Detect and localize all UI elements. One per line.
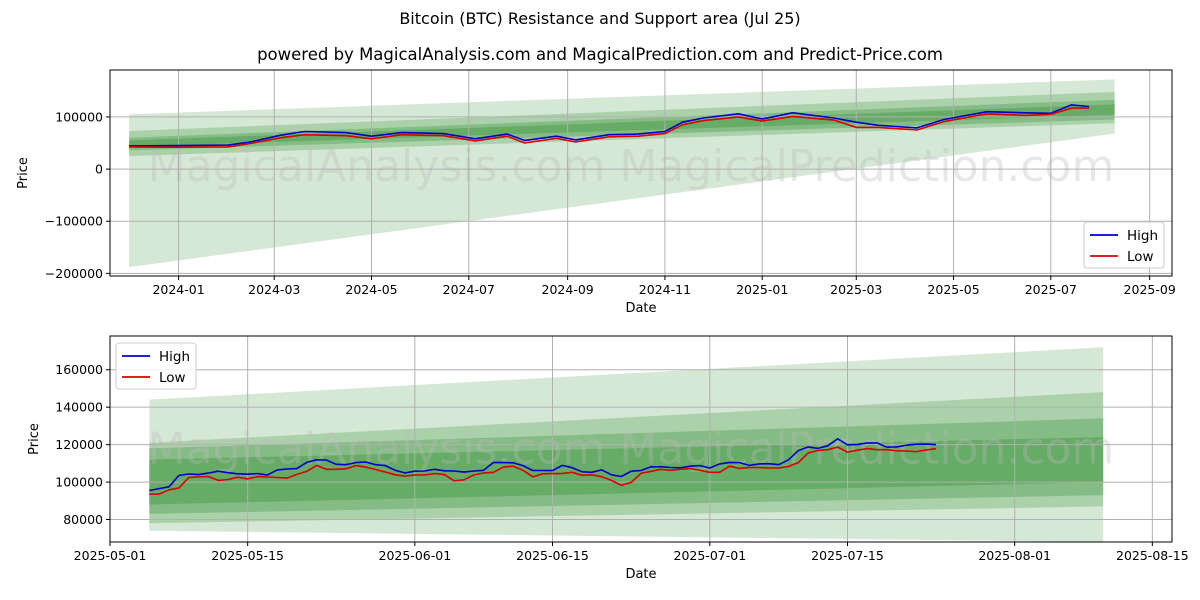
watermark: MagicalAnalysis.com MagicalPrediction.co… [148, 424, 1115, 475]
x-tick-label: 2025-05-01 [74, 548, 147, 563]
y-tick-label: −200000 [45, 266, 103, 281]
y-tick-label: 80000 [63, 512, 103, 527]
legend: High Low [115, 342, 197, 390]
support-resistance-band-1 [149, 392, 1104, 524]
x-tick-label: 2025-07 [1025, 282, 1077, 297]
y-tick-label: 140000 [55, 400, 103, 415]
y-tick-label: 120000 [55, 437, 103, 452]
x-axis-label: Date [625, 567, 656, 582]
x-tick-label: 2024-03 [248, 282, 300, 297]
series-line-low [149, 446, 937, 495]
axes-frame [109, 69, 1173, 277]
x-tick-label: 2025-01 [736, 282, 788, 297]
x-tick-label: 2025-09 [1124, 282, 1176, 297]
x-tick-label: 2024-05 [345, 282, 397, 297]
axes-frame [109, 335, 1173, 543]
y-tick-label: 100000 [55, 475, 103, 490]
legend-label-high: High [1127, 228, 1158, 244]
x-tick-label: 2025-03 [830, 282, 882, 297]
x-tick-label: 2025-06-15 [516, 548, 589, 563]
plot-area: MagicalAnalysis.com MagicalPrediction.co… [110, 336, 1172, 542]
x-tick-label: 2025-08-01 [978, 548, 1051, 563]
x-tick-label: 2025-08-15 [1116, 548, 1189, 563]
legend-label-low: Low [159, 370, 186, 386]
y-tick-label: 0 [95, 162, 103, 177]
y-axis-label: Price [16, 157, 31, 189]
x-axis-label: Date [625, 301, 656, 316]
y-tick-label: 160000 [55, 362, 103, 377]
chart-subtitle: powered by MagicalAnalysis.com and Magic… [257, 45, 943, 64]
support-resistance-band-2 [149, 418, 1104, 514]
x-tick-label: 2024-11 [639, 282, 691, 297]
watermark: MagicalAnalysis.com MagicalPrediction.co… [148, 141, 1115, 192]
x-tick-label: 2025-07-15 [811, 548, 884, 563]
x-tick-label: 2024-01 [152, 282, 204, 297]
support-resistance-band-3 [149, 437, 1104, 505]
plot-area: MagicalAnalysis.com MagicalPrediction.co… [110, 70, 1172, 276]
x-tick-label: 2025-06-01 [379, 548, 452, 563]
y-tick-label: −100000 [45, 214, 103, 229]
series-line-high [149, 438, 937, 492]
x-tick-label: 2024-09 [542, 282, 594, 297]
series-line-high [129, 104, 1090, 147]
x-tick-label: 2024-07 [443, 282, 495, 297]
legend-label-high: High [159, 349, 190, 365]
series-line-low [129, 107, 1090, 148]
y-axis-label: Price [27, 423, 42, 455]
support-resistance-band-0 [129, 79, 1115, 268]
panel-bottom: MagicalAnalysis.com MagicalPrediction.co… [27, 335, 1189, 582]
panel-top: MagicalAnalysis.com MagicalPrediction.co… [16, 69, 1176, 316]
x-tick-label: 2025-07-01 [674, 548, 747, 563]
x-tick-label: 2025-05 [927, 282, 979, 297]
y-tick-label: 100000 [55, 109, 103, 124]
support-resistance-band-1 [129, 91, 1115, 157]
x-tick-label: 2025-05-15 [211, 548, 284, 563]
legend: High Low [1083, 221, 1165, 269]
legend-label-low: Low [1127, 249, 1154, 265]
chart-title: Bitcoin (BTC) Resistance and Support are… [399, 9, 801, 28]
